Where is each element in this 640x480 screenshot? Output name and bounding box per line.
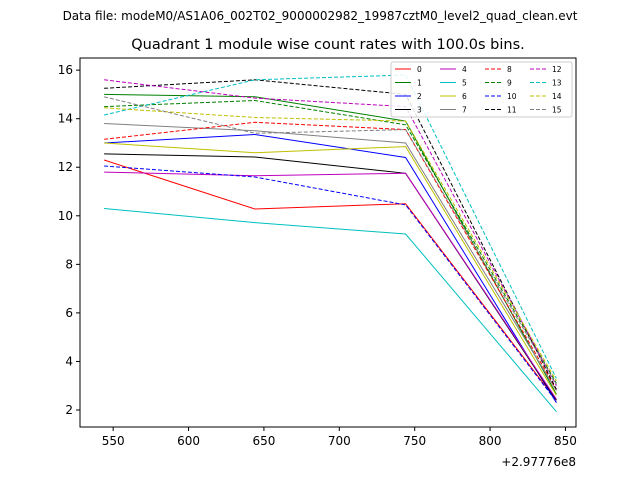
- x-axis-offset-label: +2.97776e8: [501, 455, 576, 469]
- series-line-5: [104, 208, 557, 413]
- legend-label-1: 1: [417, 79, 422, 88]
- plot-area-frame: [79, 57, 577, 428]
- series-line-12: [104, 79, 557, 386]
- chart-suptitle: Data file: modeM0/AS1A06_002T02_90000029…: [63, 9, 578, 23]
- series-line-15: [103, 96, 557, 385]
- x-tick-label: 650: [252, 434, 275, 448]
- series-line-4: [104, 171, 557, 400]
- series-line-13: [103, 74, 557, 379]
- legend-label-10: 10: [507, 92, 517, 101]
- series-line-8: [104, 121, 557, 390]
- x-tick-label: 850: [554, 434, 577, 448]
- legend-label-6: 6: [462, 92, 467, 101]
- legend-label-13: 13: [552, 79, 562, 88]
- legend-label-5: 5: [462, 79, 467, 88]
- series-line-7: [104, 123, 557, 391]
- x-tick-label: 800: [479, 434, 502, 448]
- legend-label-15: 15: [552, 106, 562, 115]
- series-line-6: [104, 142, 557, 396]
- y-tick-label: 12: [58, 160, 73, 174]
- series-line-10: [104, 165, 557, 402]
- legend-label-14: 14: [552, 92, 562, 101]
- legend-label-9: 9: [507, 79, 512, 88]
- legend-label-7: 7: [462, 106, 467, 115]
- y-tick-label: 4: [65, 354, 73, 368]
- legend-frame: [390, 61, 573, 118]
- legend-label-3: 3: [417, 106, 422, 115]
- series-line-11: [104, 79, 557, 390]
- chart-title: Quadrant 1 module wise count rates with …: [131, 37, 525, 53]
- y-tick-label: 8: [65, 257, 73, 271]
- series-line-1: [104, 93, 557, 395]
- legend-label-0: 0: [417, 65, 422, 74]
- legend-label-8: 8: [507, 65, 512, 74]
- legend-label-11: 11: [507, 106, 517, 115]
- legend-label-12: 12: [552, 65, 562, 74]
- y-tick-label: 10: [58, 209, 73, 223]
- x-tick-label: 750: [403, 434, 426, 448]
- series-line-14: [104, 107, 557, 382]
- legend-label-2: 2: [417, 92, 422, 101]
- y-tick-label: 2: [65, 403, 73, 417]
- series-line-2: [104, 133, 557, 403]
- series-layer: [103, 74, 557, 413]
- series-line-0: [103, 159, 557, 401]
- legend-label-4: 4: [462, 65, 467, 74]
- y-tick-label: 16: [58, 63, 73, 77]
- series-line-9: [104, 99, 557, 384]
- x-tick-label: 600: [177, 434, 200, 448]
- y-tick-label: 14: [58, 112, 73, 126]
- y-tick-label: 6: [65, 306, 73, 320]
- x-tick-label: 550: [102, 434, 125, 448]
- x-tick-label: 700: [328, 434, 351, 448]
- series-line-3: [104, 153, 557, 401]
